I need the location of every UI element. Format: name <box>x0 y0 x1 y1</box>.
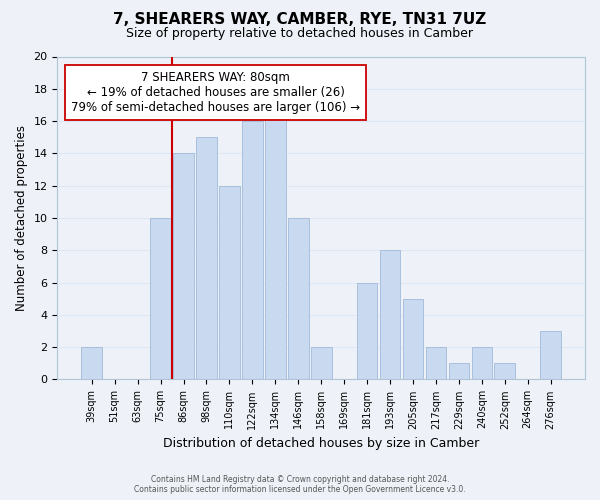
Text: 7 SHEARERS WAY: 80sqm
← 19% of detached houses are smaller (26)
79% of semi-deta: 7 SHEARERS WAY: 80sqm ← 19% of detached … <box>71 71 360 114</box>
Bar <box>403 298 424 380</box>
Bar <box>265 105 286 380</box>
Text: 7, SHEARERS WAY, CAMBER, RYE, TN31 7UZ: 7, SHEARERS WAY, CAMBER, RYE, TN31 7UZ <box>113 12 487 28</box>
Y-axis label: Number of detached properties: Number of detached properties <box>15 125 28 311</box>
Bar <box>541 331 561 380</box>
Text: Size of property relative to detached houses in Camber: Size of property relative to detached ho… <box>127 28 473 40</box>
Text: Contains HM Land Registry data © Crown copyright and database right 2024.
Contai: Contains HM Land Registry data © Crown c… <box>134 474 466 494</box>
Bar <box>380 250 400 380</box>
Bar <box>288 218 308 380</box>
Bar <box>82 347 102 380</box>
Bar <box>150 218 171 380</box>
Bar <box>196 137 217 380</box>
Bar <box>494 364 515 380</box>
Bar <box>425 347 446 380</box>
X-axis label: Distribution of detached houses by size in Camber: Distribution of detached houses by size … <box>163 437 479 450</box>
Bar <box>472 347 492 380</box>
Bar <box>219 186 240 380</box>
Bar <box>311 347 332 380</box>
Bar <box>173 154 194 380</box>
Bar <box>449 364 469 380</box>
Bar <box>242 121 263 380</box>
Bar <box>357 282 377 380</box>
